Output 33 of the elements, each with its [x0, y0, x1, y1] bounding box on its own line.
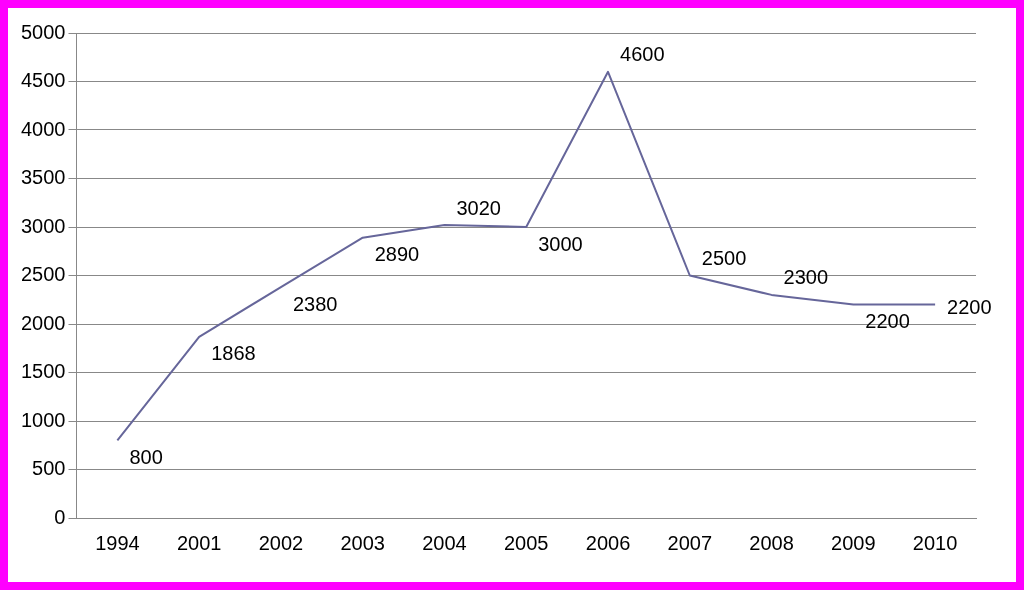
y-tick-label: 3000 — [20, 214, 66, 237]
x-tick-label: 2005 — [504, 531, 549, 554]
data-label: 800 — [129, 445, 163, 468]
y-tick-label: 500 — [32, 457, 66, 480]
data-label: 2500 — [701, 247, 747, 270]
y-tick-label: 1000 — [20, 408, 66, 431]
x-tick-label: 2003 — [340, 531, 385, 554]
data-label: 1868 — [211, 342, 256, 365]
y-tick-label: 4000 — [20, 117, 66, 140]
x-tick-label: 2001 — [176, 531, 222, 554]
y-tick-label: 5000 — [20, 20, 66, 43]
data-label: 3020 — [456, 196, 501, 219]
data-label: 2890 — [374, 243, 420, 266]
x-tick-label: 2008 — [749, 531, 794, 554]
data-label: 2200 — [947, 296, 992, 319]
y-tick-label: 2000 — [20, 311, 66, 334]
y-tick-label: 0 — [54, 505, 66, 528]
x-tick-label: 2009 — [831, 531, 876, 554]
x-tick-label: 1994 — [95, 531, 140, 554]
x-tick-label: 2007 — [667, 531, 713, 554]
data-label: 4600 — [620, 43, 665, 66]
y-tick-label: 3500 — [20, 166, 66, 189]
x-tick-label: 2006 — [585, 531, 631, 554]
y-tick-label: 1500 — [20, 360, 66, 383]
y-tick-label: 2500 — [20, 263, 66, 286]
data-label: 2300 — [783, 266, 829, 289]
x-tick-label: 2002 — [258, 531, 304, 554]
data-label: 2200 — [865, 310, 910, 333]
y-tick-label: 4500 — [20, 69, 66, 92]
x-tick-label: 2004 — [422, 531, 467, 554]
data-label: 2380 — [292, 292, 338, 315]
x-tick-label: 2010 — [912, 531, 958, 554]
data-label: 3000 — [538, 232, 583, 255]
